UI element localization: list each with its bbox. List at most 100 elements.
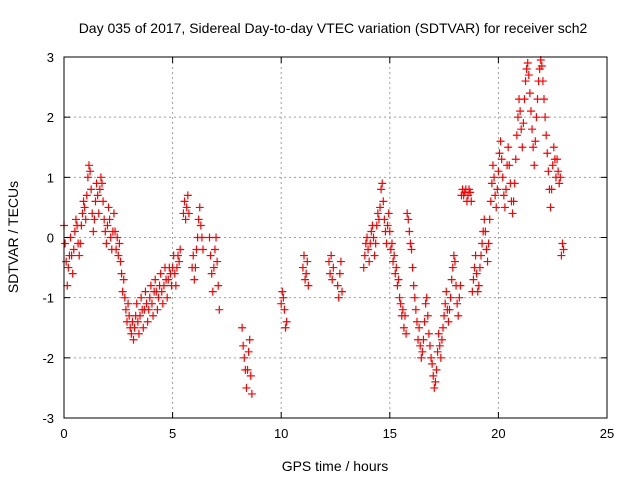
data-point-marker <box>324 257 333 266</box>
data-point-marker <box>477 251 486 260</box>
data-point-marker <box>395 293 404 302</box>
data-point-marker <box>64 263 73 272</box>
x-tick-label: 10 <box>274 426 288 441</box>
data-point-marker <box>333 281 342 290</box>
data-point-marker <box>132 299 141 308</box>
data-point-marker <box>555 179 564 188</box>
data-point-marker <box>156 269 165 278</box>
data-point-marker <box>101 227 110 236</box>
data-point-marker <box>407 245 416 254</box>
data-point-marker <box>145 293 154 302</box>
data-point-marker <box>191 263 200 272</box>
data-point-marker <box>93 191 102 200</box>
data-point-marker <box>105 215 114 224</box>
data-point-marker <box>247 389 256 398</box>
data-point-marker <box>417 353 426 362</box>
data-point-marker <box>513 113 522 122</box>
data-point-marker <box>546 203 555 212</box>
data-point-marker <box>367 227 376 236</box>
data-point-marker <box>133 317 142 326</box>
data-point-marker <box>245 335 254 344</box>
data-point-marker <box>542 131 551 140</box>
data-point-marker <box>359 263 368 272</box>
data-point-marker <box>195 203 204 212</box>
data-point-marker <box>197 233 206 242</box>
data-point-marker <box>194 215 203 224</box>
data-point-marker <box>441 299 450 308</box>
data-point-marker <box>429 371 438 380</box>
x-tick-label: 15 <box>383 426 397 441</box>
data-point-marker <box>146 281 155 290</box>
data-point-marker <box>181 215 190 224</box>
data-point-marker <box>423 311 432 320</box>
data-point-marker <box>554 167 563 176</box>
data-point-marker <box>520 95 529 104</box>
data-point-marker <box>360 251 369 260</box>
data-point-marker <box>393 281 402 290</box>
data-point-marker <box>184 209 193 218</box>
data-point-marker <box>446 293 455 302</box>
data-point-marker <box>143 317 152 326</box>
data-point-marker <box>449 251 458 260</box>
data-point-marker <box>183 191 192 200</box>
data-point-marker <box>99 197 108 206</box>
data-point-marker <box>327 251 336 260</box>
data-point-marker <box>369 233 378 242</box>
data-point-marker <box>89 227 98 236</box>
data-point-marker <box>493 185 502 194</box>
data-point-marker <box>80 203 89 212</box>
x-tick-label: 25 <box>600 426 614 441</box>
data-point-marker <box>403 209 412 218</box>
data-point-marker <box>473 287 482 296</box>
data-point-marker <box>541 113 550 122</box>
data-point-marker <box>394 275 403 284</box>
data-point-marker <box>96 173 105 182</box>
y-tick-label: -3 <box>42 411 54 426</box>
data-point-marker <box>399 323 408 332</box>
data-point-marker <box>418 347 427 356</box>
x-tick-labels: 0 5 10 15 20 25 <box>60 426 614 441</box>
data-point-marker <box>510 179 519 188</box>
data-point-marker <box>559 245 568 254</box>
data-point-marker <box>206 251 215 260</box>
data-point-marker <box>129 335 138 344</box>
x-tick-label: 5 <box>169 426 176 441</box>
data-point-marker <box>149 311 158 320</box>
data-point-marker <box>121 305 130 314</box>
data-point-marker <box>529 143 538 152</box>
data-point-marker <box>298 263 307 272</box>
data-point-marker <box>86 167 95 176</box>
data-point-marker <box>124 299 133 308</box>
data-point-marker <box>282 317 291 326</box>
data-point-marker <box>244 347 253 356</box>
data-point-marker <box>538 77 547 86</box>
data-point-marker <box>509 197 518 206</box>
x-tick-label: 20 <box>491 426 505 441</box>
data-point-marker <box>530 161 539 170</box>
data-point-marker <box>467 197 476 206</box>
data-point-marker <box>440 311 449 320</box>
data-point-marker <box>502 185 511 194</box>
data-point-marker <box>522 65 531 74</box>
data-point-marker <box>115 239 124 248</box>
data-point-marker <box>549 143 558 152</box>
data-point-marker <box>482 245 491 254</box>
data-point-marker <box>474 281 483 290</box>
data-point-marker <box>117 269 126 278</box>
data-point-marker <box>199 245 208 254</box>
data-point-marker <box>405 227 414 236</box>
data-point-marker <box>500 203 509 212</box>
data-point-marker <box>518 143 527 152</box>
data-point-marker <box>481 227 490 236</box>
data-point-marker <box>164 275 173 284</box>
data-points <box>60 56 568 398</box>
data-point-marker <box>439 323 448 332</box>
data-point-marker <box>453 299 462 308</box>
data-point-marker <box>157 287 166 296</box>
data-point-marker <box>371 239 380 248</box>
data-point-marker <box>425 341 434 350</box>
data-point-marker <box>505 161 514 170</box>
data-point-marker <box>300 251 309 260</box>
data-point-marker <box>238 323 247 332</box>
data-point-marker <box>338 287 347 296</box>
